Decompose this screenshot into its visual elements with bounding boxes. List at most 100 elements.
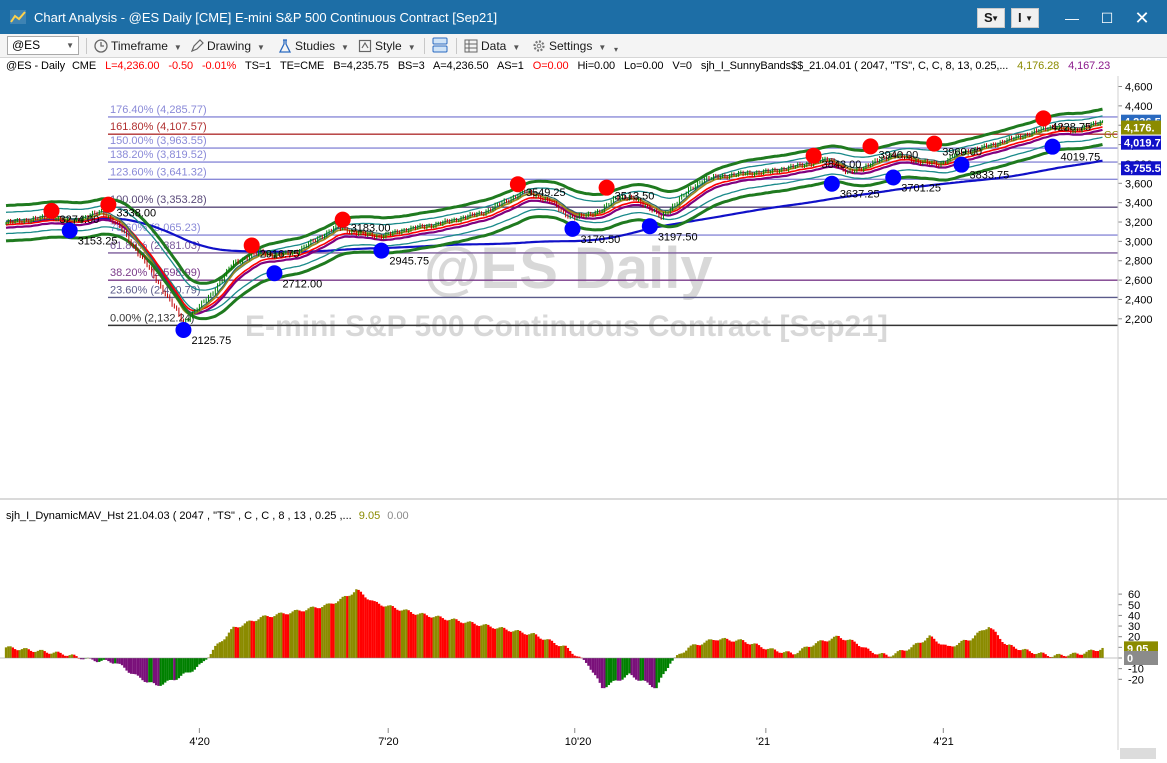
histogram-bar xyxy=(698,645,702,658)
histogram-bar xyxy=(548,639,551,658)
pivot-high-marker xyxy=(100,196,117,213)
histogram-bar xyxy=(418,613,422,658)
histogram-bar xyxy=(632,658,636,678)
histogram-bar xyxy=(744,642,747,658)
layout-button[interactable] xyxy=(432,37,451,55)
histogram-bar xyxy=(318,608,322,658)
status-lo: Lo=0.00 xyxy=(624,60,664,72)
histogram-bar xyxy=(507,631,510,658)
histogram-bar xyxy=(703,642,706,658)
histogram-bar xyxy=(359,591,363,658)
histogram-bar xyxy=(1035,653,1038,658)
pivot-label: 3637.25 xyxy=(840,189,880,201)
histogram-bar xyxy=(250,620,253,658)
histogram-bar xyxy=(930,636,934,658)
fib-label: 161.80% (4,107.57) xyxy=(110,121,207,133)
timeframe-button[interactable]: Timeframe ▼ xyxy=(94,37,182,55)
band-outer-lower xyxy=(5,143,1103,321)
histogram-bar xyxy=(1067,655,1070,658)
histogram-bar xyxy=(726,638,729,658)
i-link-button[interactable]: I ▼ xyxy=(1011,8,1039,28)
histogram-bar xyxy=(337,601,340,658)
price-tag-mid: GC xyxy=(1104,130,1119,141)
style-button[interactable]: Style ▼ xyxy=(358,37,416,55)
histogram-bar xyxy=(18,650,21,658)
histogram-bar xyxy=(120,658,124,666)
s-link-button[interactable]: S ▼ xyxy=(977,8,1005,28)
histogram-bar xyxy=(760,647,763,658)
status-bid: B=4,235.75 xyxy=(333,60,389,72)
histogram-bar xyxy=(976,632,979,658)
histogram-bar xyxy=(555,645,558,658)
histogram-bar xyxy=(1058,653,1061,658)
histogram-bar xyxy=(155,658,158,686)
histogram-bar xyxy=(220,641,224,658)
histogram-bar xyxy=(914,643,918,658)
settings-button[interactable]: Settings ▼ xyxy=(532,37,606,55)
histogram-bar xyxy=(266,616,269,658)
symbol-input[interactable]: @ES ▼ xyxy=(7,36,79,55)
histogram-bar xyxy=(846,639,849,658)
histogram-bar xyxy=(205,658,208,660)
histogram-bar xyxy=(102,658,105,660)
histogram-bar xyxy=(111,658,115,664)
histogram-bar xyxy=(346,596,349,658)
histogram-bar xyxy=(978,630,981,658)
histogram-bar xyxy=(901,650,904,658)
histogram-bar xyxy=(769,648,772,658)
histogram-bar xyxy=(610,658,613,683)
pivot-low-marker xyxy=(885,169,902,186)
pivot-label: 2945.75 xyxy=(389,256,429,268)
histogram-bar xyxy=(928,635,931,658)
studies-button[interactable]: Studies ▼ xyxy=(278,37,349,55)
histogram-bar xyxy=(869,650,872,658)
histogram-bar xyxy=(282,613,285,658)
histogram-bar xyxy=(985,629,988,658)
histogram-bar xyxy=(316,608,319,658)
histogram-bar xyxy=(1078,654,1081,658)
drawing-button[interactable]: Drawing ▼ xyxy=(190,37,265,55)
histogram-bar xyxy=(48,653,51,658)
clock-icon xyxy=(94,39,108,53)
overflow-icon[interactable]: ▾ xyxy=(614,45,619,54)
histogram-bar xyxy=(114,658,117,664)
histogram-bar xyxy=(1090,649,1093,658)
histogram-bar xyxy=(202,658,206,662)
histogram-bar xyxy=(491,628,494,658)
histogram-bar xyxy=(805,646,808,658)
status-study-v1: 4,176.28 xyxy=(1017,60,1060,72)
histogram-bar xyxy=(432,617,435,658)
close-icon[interactable]: ✕ xyxy=(1134,8,1150,28)
data-button[interactable]: Data ▼ xyxy=(464,37,520,55)
indicator-value2: 0.00 xyxy=(387,510,409,522)
histogram-bar xyxy=(948,645,952,658)
price-chart[interactable]: @ES Daily E-mini S&P 500 Continuous Cont… xyxy=(0,58,1167,763)
histogram-bar xyxy=(1039,652,1043,658)
histogram-bar xyxy=(807,646,811,658)
histogram-bar xyxy=(623,658,626,678)
maximize-icon[interactable]: ☐ xyxy=(1100,10,1114,26)
histogram-bar xyxy=(416,614,419,658)
histogram-bar xyxy=(341,596,344,658)
histogram-bar xyxy=(309,606,312,658)
pivot-label: 3701.25 xyxy=(901,182,941,194)
price-tag-low: 4,019.7 xyxy=(1124,138,1161,150)
histogram-bar xyxy=(771,648,774,658)
histogram-bar xyxy=(871,652,874,658)
histogram-bar xyxy=(73,654,76,658)
histogram-bar xyxy=(116,658,119,664)
histogram-bar xyxy=(368,600,372,658)
price-axis-label: 4,600 xyxy=(1125,82,1153,94)
minimize-icon[interactable]: — xyxy=(1065,10,1079,26)
histogram-bar xyxy=(1096,651,1100,658)
histogram-bar xyxy=(857,646,861,658)
histogram-bar xyxy=(32,651,35,658)
histogram-bar xyxy=(352,592,356,658)
price-axis-label: 3,200 xyxy=(1125,217,1153,229)
histogram-bar xyxy=(407,610,410,658)
histogram-bar xyxy=(689,645,692,658)
histogram-bar xyxy=(735,640,738,658)
histogram-bar xyxy=(798,650,802,658)
histogram-bar xyxy=(655,658,658,689)
histogram-bar xyxy=(951,646,954,658)
